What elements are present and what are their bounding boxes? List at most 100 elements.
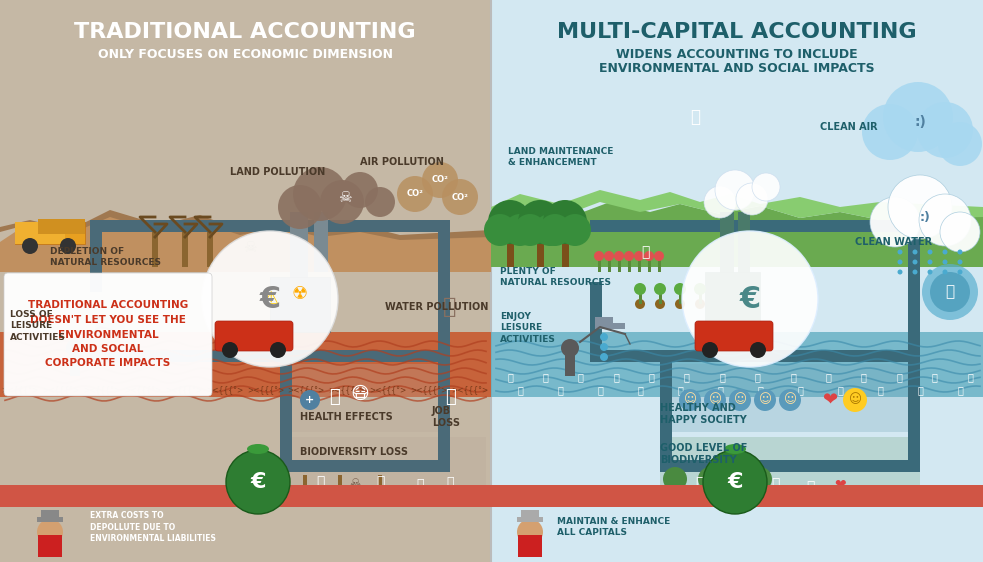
Circle shape	[928, 270, 933, 274]
Circle shape	[912, 250, 917, 255]
Text: 🐟: 🐟	[877, 385, 883, 395]
Text: WIDENS ACCOUNTING TO INCLUDE: WIDENS ACCOUNTING TO INCLUDE	[616, 48, 858, 61]
Bar	[228, 322, 278, 334]
Text: 🐟: 🐟	[932, 372, 938, 382]
Bar	[303, 475, 307, 497]
Text: 🦅: 🦅	[690, 108, 700, 126]
Text: ENVIRONMENTAL: ENVIRONMENTAL	[58, 330, 158, 340]
Circle shape	[66, 339, 84, 357]
Text: ><{{{°>: ><{{{°>	[42, 386, 80, 395]
Circle shape	[754, 389, 776, 411]
Text: 🦅: 🦅	[376, 475, 384, 489]
Bar	[90, 350, 450, 362]
Text: CLEAN WATER: CLEAN WATER	[855, 237, 932, 247]
Text: GOOD LEVEL OF
BIODIVERSITY: GOOD LEVEL OF BIODIVERSITY	[660, 443, 747, 465]
Circle shape	[704, 186, 736, 218]
Bar	[659, 290, 662, 304]
FancyBboxPatch shape	[215, 321, 293, 351]
Bar	[290, 437, 486, 502]
Circle shape	[614, 251, 624, 261]
Text: 🦌: 🦌	[316, 475, 324, 489]
Circle shape	[917, 102, 973, 158]
Text: 🐟: 🐟	[861, 372, 867, 382]
Circle shape	[600, 333, 608, 341]
Bar	[207, 232, 213, 267]
Text: ENVIRONMENTAL AND SOCIAL IMPACTS: ENVIRONMENTAL AND SOCIAL IMPACTS	[600, 62, 875, 75]
Circle shape	[534, 214, 566, 246]
Text: ><{{{°>: ><{{{°>	[1, 386, 38, 395]
Bar	[673, 480, 678, 500]
Bar	[15, 222, 85, 244]
Bar	[699, 290, 702, 304]
Circle shape	[644, 251, 654, 261]
Circle shape	[736, 183, 768, 215]
Circle shape	[698, 467, 722, 491]
Bar	[908, 220, 920, 362]
Bar	[90, 220, 450, 232]
Text: 🐟: 🐟	[578, 372, 584, 382]
Text: ><{{{°>: ><{{{°>	[328, 386, 366, 395]
Bar	[660, 460, 920, 472]
Text: 🐟: 🐟	[597, 385, 603, 395]
Circle shape	[60, 238, 76, 254]
Circle shape	[675, 299, 685, 309]
Text: 🦢: 🦢	[771, 477, 780, 491]
Text: ☢: ☢	[292, 285, 308, 303]
Text: TRADITIONAL ACCOUNTING: TRADITIONAL ACCOUNTING	[74, 22, 416, 42]
Text: 🐟: 🐟	[797, 385, 803, 395]
Circle shape	[943, 270, 948, 274]
Circle shape	[543, 200, 587, 244]
Text: 🐟: 🐟	[507, 372, 513, 382]
Bar	[70, 350, 80, 376]
Text: ><{{{°>: ><{{{°>	[451, 386, 489, 395]
Text: ENJOY
LEISURE
ACTIVITIES: ENJOY LEISURE ACTIVITIES	[500, 312, 555, 343]
Circle shape	[748, 467, 772, 491]
Circle shape	[559, 214, 591, 246]
Circle shape	[604, 251, 614, 261]
Text: LAND MAINTENANCE
& ENHANCEMENT: LAND MAINTENANCE & ENHANCEMENT	[508, 147, 613, 167]
Text: LAND POLLUTION: LAND POLLUTION	[230, 167, 325, 177]
Circle shape	[600, 343, 608, 351]
Bar	[182, 232, 188, 267]
Text: :): :)	[914, 115, 926, 129]
Text: 🐟: 🐟	[517, 385, 523, 395]
Circle shape	[928, 250, 933, 255]
Text: 🐟: 🐟	[649, 372, 655, 382]
Text: ☺: ☺	[683, 393, 697, 406]
Text: PLENTY OF
NATURAL RESOURCES: PLENTY OF NATURAL RESOURCES	[500, 267, 611, 287]
Circle shape	[624, 251, 634, 261]
Text: CO²: CO²	[451, 193, 469, 202]
Bar	[660, 350, 672, 472]
Circle shape	[679, 389, 701, 411]
Circle shape	[422, 162, 458, 198]
Circle shape	[704, 389, 726, 411]
Circle shape	[226, 450, 290, 514]
Text: TRADITIONAL ACCOUNTING: TRADITIONAL ACCOUNTING	[28, 300, 188, 310]
Circle shape	[957, 270, 962, 274]
Circle shape	[654, 283, 666, 295]
Circle shape	[100, 343, 108, 351]
FancyBboxPatch shape	[695, 321, 773, 351]
Bar	[738, 212, 750, 277]
Text: 🐇: 🐇	[641, 245, 649, 259]
Circle shape	[870, 197, 920, 247]
Circle shape	[897, 260, 902, 265]
Bar	[0, 485, 983, 507]
Circle shape	[779, 389, 801, 411]
Text: 🐟: 🐟	[757, 385, 763, 395]
Text: CORPORATE IMPACTS: CORPORATE IMPACTS	[45, 358, 171, 368]
Bar	[438, 220, 450, 362]
Bar	[15, 222, 65, 244]
Text: HEALTH EFFECTS: HEALTH EFFECTS	[300, 412, 393, 422]
Circle shape	[484, 214, 516, 246]
Text: MAINTAIN & ENHANCE
ALL CAPITALS: MAINTAIN & ENHANCE ALL CAPITALS	[557, 517, 670, 537]
Circle shape	[594, 251, 604, 261]
Text: ☺: ☺	[709, 393, 722, 406]
Text: 🐟: 🐟	[613, 372, 619, 382]
Bar	[590, 282, 602, 362]
Text: EXTRA COSTS TO
DEPOLLUTE DUE TO
ENVIRONMENTAL LIABILITIES: EXTRA COSTS TO DEPOLLUTE DUE TO ENVIRONM…	[90, 511, 216, 542]
Circle shape	[750, 342, 766, 358]
Text: 🐟: 🐟	[826, 372, 832, 382]
Bar	[537, 229, 544, 267]
Circle shape	[703, 450, 767, 514]
